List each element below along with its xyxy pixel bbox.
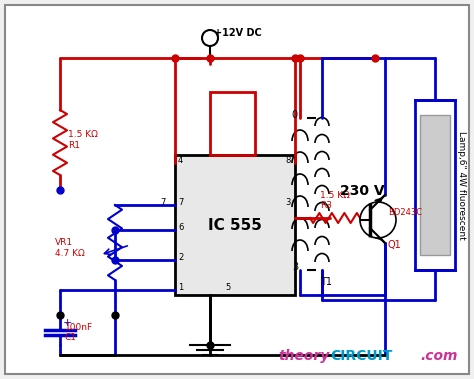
- Text: .com: .com: [420, 349, 457, 363]
- Text: T1: T1: [320, 277, 332, 287]
- Text: +12V DC: +12V DC: [214, 28, 262, 38]
- Text: 4: 4: [178, 156, 183, 165]
- Bar: [415, 100, 455, 270]
- Text: 230 V: 230 V: [340, 184, 384, 198]
- Text: Lamp,6" 4W fluorescent: Lamp,6" 4W fluorescent: [457, 131, 466, 240]
- Circle shape: [202, 30, 218, 46]
- Text: 0: 0: [292, 110, 298, 120]
- Text: 7: 7: [160, 198, 165, 207]
- Text: 1.5 KΩ
R1: 1.5 KΩ R1: [68, 130, 98, 150]
- Bar: [175, 155, 295, 295]
- Bar: [420, 115, 450, 255]
- Text: 2: 2: [178, 253, 183, 262]
- Text: 1: 1: [178, 283, 183, 292]
- Text: Q1: Q1: [388, 240, 402, 250]
- Text: +: +: [63, 318, 73, 328]
- Text: 1.5 KΩ
R3: 1.5 KΩ R3: [320, 191, 350, 210]
- Text: 5: 5: [225, 283, 230, 292]
- Text: 3: 3: [292, 262, 298, 272]
- Text: CIRCUIT: CIRCUIT: [330, 349, 392, 363]
- Text: 100nF
C1: 100nF C1: [65, 323, 93, 342]
- Text: 8: 8: [285, 156, 291, 165]
- Text: IC 555: IC 555: [208, 218, 262, 232]
- Circle shape: [360, 202, 396, 238]
- Text: theory: theory: [279, 349, 330, 363]
- Text: 6: 6: [178, 223, 183, 232]
- Text: 7: 7: [178, 198, 183, 207]
- Text: 3: 3: [285, 198, 291, 207]
- Bar: [210, 92, 255, 155]
- Text: BD243C: BD243C: [388, 208, 422, 217]
- Text: VR1
4.7 KΩ: VR1 4.7 KΩ: [55, 238, 85, 258]
